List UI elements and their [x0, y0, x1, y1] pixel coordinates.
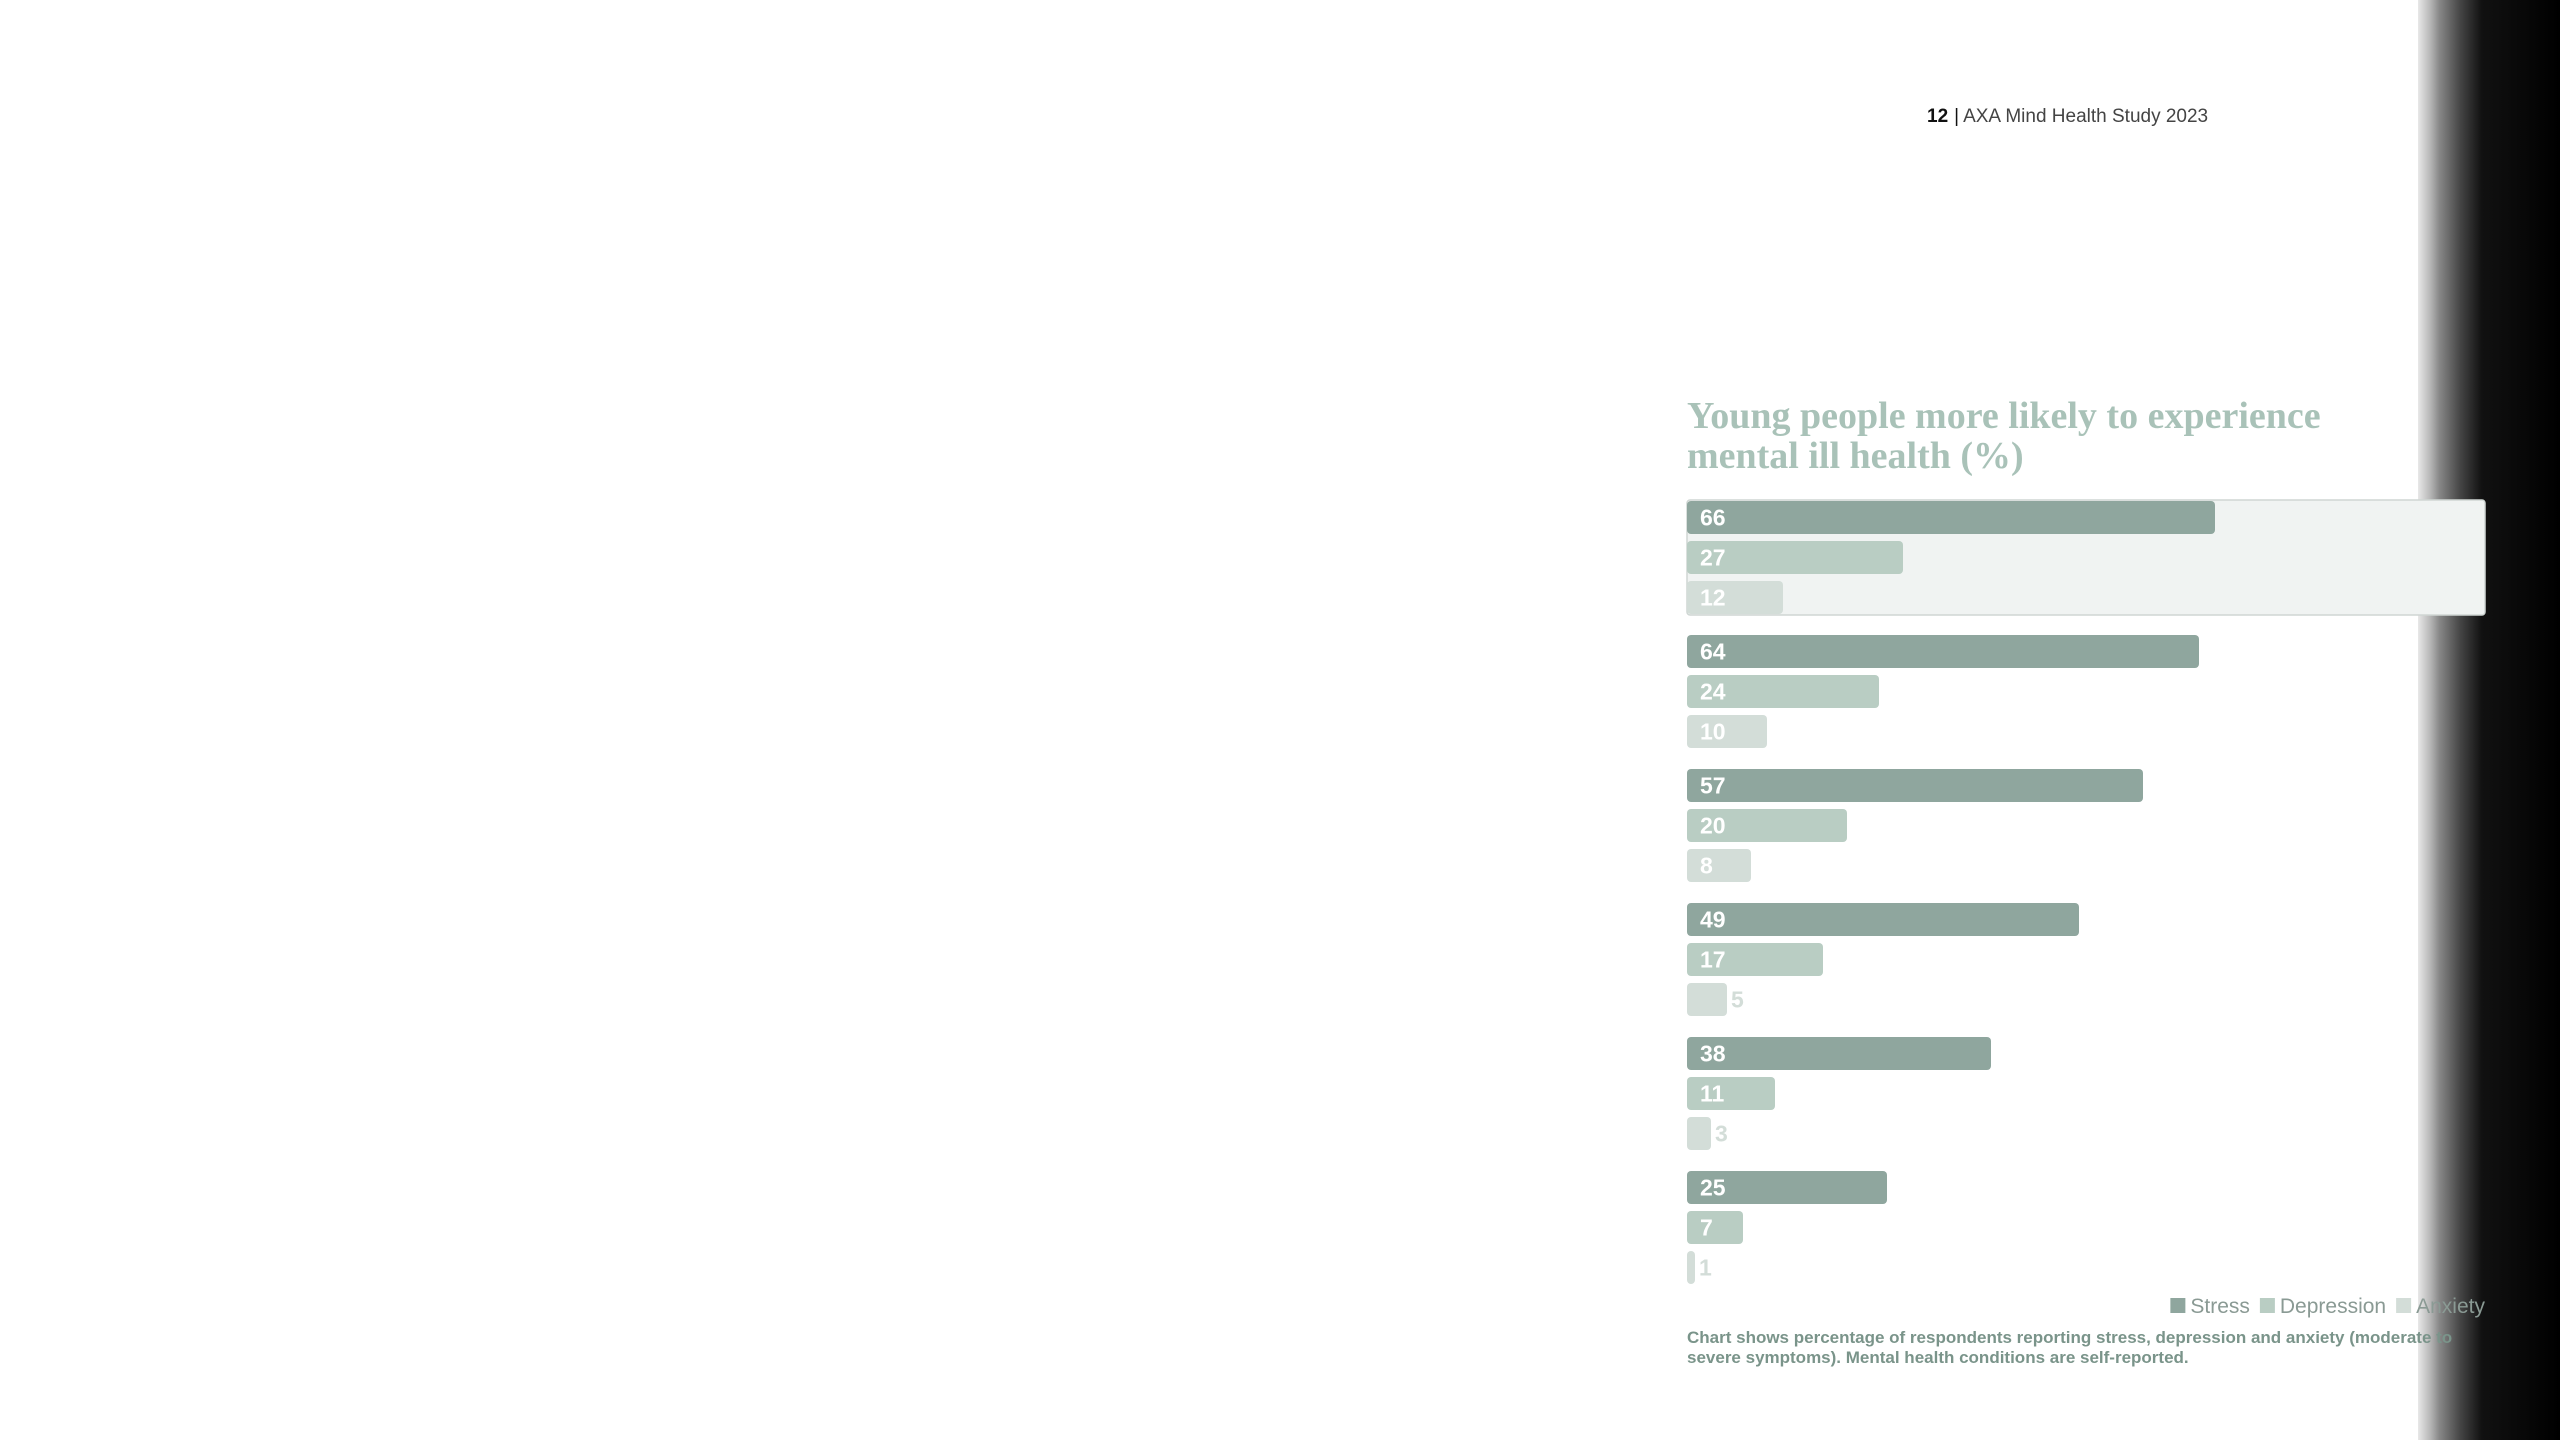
value-label: 17	[1700, 947, 1726, 973]
value-label: 24	[1700, 679, 1726, 705]
bar	[1687, 769, 2143, 802]
bar	[1687, 809, 1847, 842]
bar	[1687, 1211, 1743, 1244]
value-label: 64	[1700, 639, 1726, 665]
bar	[1687, 1117, 1711, 1150]
value-label: 8	[1700, 853, 1713, 879]
bar	[1687, 635, 2199, 668]
value-label: 3	[1715, 1121, 1728, 1147]
bar	[1687, 1251, 1695, 1284]
separator: |	[1954, 106, 1960, 127]
value-label: 7	[1700, 1215, 1713, 1241]
legend-label: Depression	[2280, 1295, 2386, 1318]
page-number: 12	[1927, 106, 1949, 127]
bar	[1687, 849, 1751, 882]
header: 12 | AXA Mind Health Study 2023	[1927, 106, 2208, 128]
value-label: 5	[1731, 987, 1744, 1013]
value-label: 27	[1700, 545, 1726, 571]
bar	[1687, 903, 2079, 936]
legend-label: Stress	[2190, 1295, 2250, 1318]
value-label: 20	[1700, 813, 1726, 839]
bar	[1687, 983, 1727, 1016]
value-label: 12	[1700, 585, 1726, 611]
value-label: 66	[1700, 505, 1726, 531]
footnote: Chart shows percentage of respondents re…	[1687, 1328, 2453, 1367]
publication: AXA Mind Health Study 2023	[1963, 106, 2209, 127]
bar	[1687, 675, 1879, 708]
bar	[1687, 581, 1783, 614]
bar	[1687, 1077, 1775, 1110]
legend-label: Anxiety	[2416, 1295, 2485, 1318]
bar	[1687, 1037, 1991, 1070]
bar	[1687, 943, 1823, 976]
bar	[1687, 1171, 1887, 1204]
chart-title: Young people more likely to experience m…	[1687, 395, 2321, 477]
value-label: 57	[1700, 773, 1726, 799]
value-label: 10	[1700, 719, 1726, 745]
value-label: 1	[1699, 1255, 1712, 1281]
value-label: 11	[1700, 1081, 1725, 1107]
page-edge	[2418, 0, 2560, 1440]
legend-swatch	[2170, 1298, 2186, 1313]
legend-swatch	[2396, 1298, 2412, 1313]
legend-swatch	[2259, 1298, 2275, 1313]
value-label: 49	[1700, 907, 1726, 933]
bar	[1687, 715, 1767, 748]
bar	[1687, 501, 2215, 534]
bar	[1687, 541, 1903, 574]
value-label: 38	[1700, 1041, 1726, 1067]
value-label: 25	[1700, 1175, 1726, 1201]
